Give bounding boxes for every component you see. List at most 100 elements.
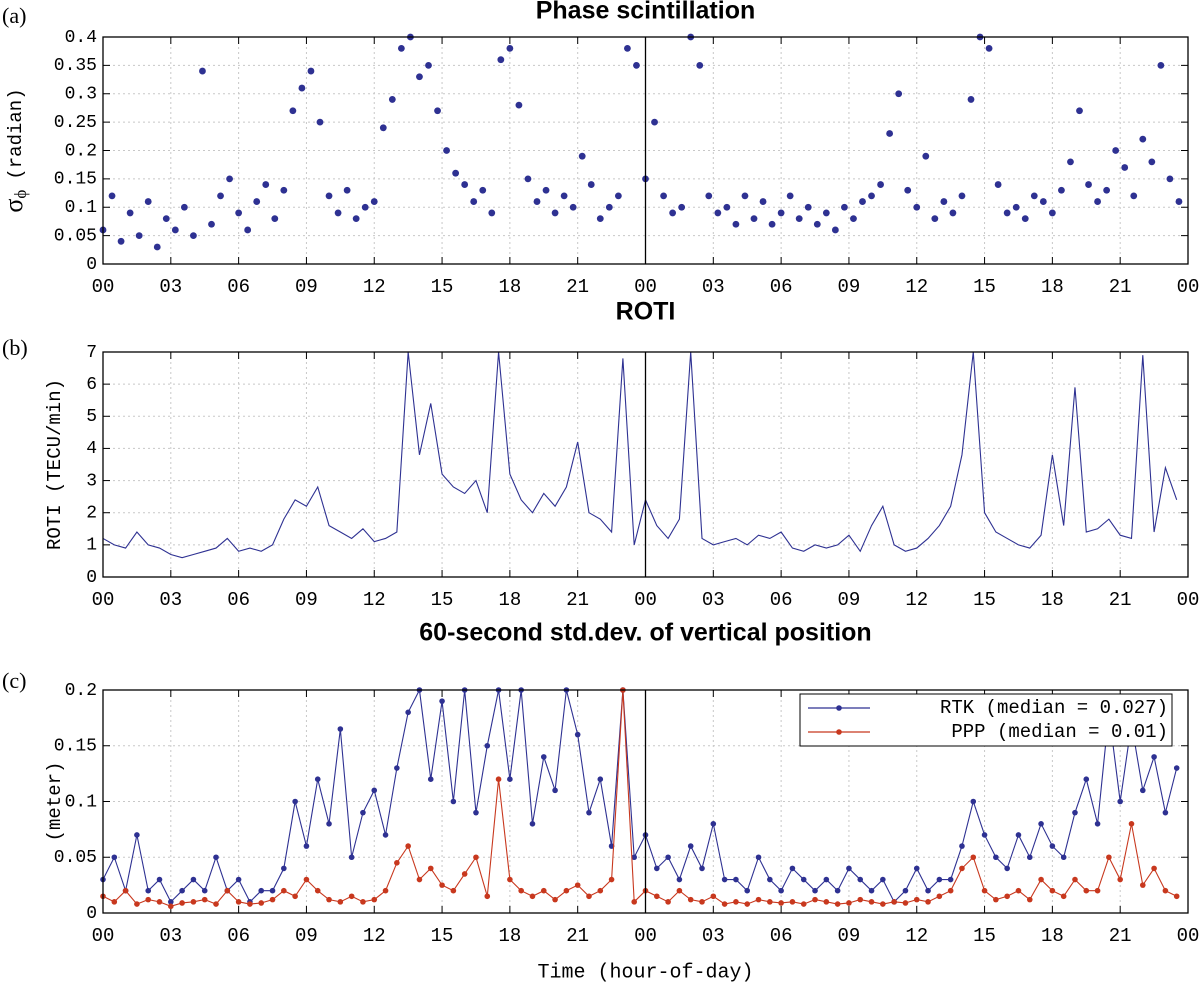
series-marker (190, 899, 197, 905)
scatter-point (461, 181, 469, 188)
series-marker (586, 893, 592, 900)
series-marker (269, 896, 276, 903)
series-marker (823, 876, 830, 883)
x-tick-label: 12 (363, 925, 386, 947)
y-tick-label: 2 (86, 503, 97, 523)
x-tick-label: 00 (634, 276, 657, 298)
series-marker (473, 809, 479, 816)
y-tick-label: 0 (86, 904, 97, 924)
panel-title: ROTI (616, 298, 676, 326)
series-marker (1004, 893, 1010, 900)
y-tick-label: 0.3 (65, 85, 97, 105)
x-tick-label: 21 (1109, 925, 1132, 947)
scatter-point (1067, 158, 1074, 166)
x-tick-label: 00 (1177, 276, 1200, 298)
scatter-point (1148, 158, 1156, 166)
series-marker (292, 798, 298, 805)
scatter-point (434, 107, 441, 115)
series-marker (235, 899, 242, 905)
series-marker (1083, 776, 1090, 782)
scatter-point (488, 209, 496, 217)
series-marker (767, 876, 773, 883)
scatter-point (786, 192, 794, 200)
x-tick-label: 03 (702, 276, 725, 298)
series-marker (993, 896, 999, 903)
y-tick-label: 0 (86, 255, 97, 275)
series-marker (755, 896, 762, 903)
x-tick-label: 21 (1109, 589, 1132, 611)
scatter-point (397, 44, 405, 52)
y-tick-label: 0.05 (54, 848, 97, 868)
series-marker (540, 887, 547, 894)
y-tick-label: 6 (86, 375, 97, 395)
x-tick-label: 15 (973, 925, 996, 947)
x-tick-label: 00 (92, 589, 115, 611)
legend-marker (836, 729, 842, 735)
series-marker (586, 809, 592, 816)
series-marker (823, 899, 830, 905)
series-marker (156, 876, 163, 883)
series-marker (484, 742, 491, 749)
scatter-point (117, 237, 125, 245)
scatter-point (696, 61, 704, 69)
x-tick-label: 15 (973, 589, 996, 611)
x-tick-label: 06 (770, 589, 793, 611)
series-marker (834, 901, 841, 907)
series-marker (382, 832, 389, 838)
scatter-point (614, 192, 622, 200)
y-axis-label-part: (radian) (5, 88, 27, 179)
x-tick-label: 15 (431, 276, 454, 298)
series-marker (371, 896, 378, 903)
scatter-point (822, 209, 830, 217)
scatter-point (841, 203, 848, 211)
y-tick-label: 3 (86, 471, 97, 491)
scatter-point (298, 84, 306, 92)
x-tick-label: 09 (295, 925, 318, 947)
series-marker (371, 787, 378, 794)
series-marker (134, 901, 140, 907)
scatter-point (940, 198, 948, 205)
series-marker (1173, 765, 1180, 771)
x-tick-label: 12 (363, 276, 386, 298)
series-marker (168, 903, 174, 910)
series-marker (552, 787, 558, 794)
x-tick-label: 00 (634, 925, 657, 947)
scatter-point (560, 192, 568, 200)
series-marker (405, 843, 411, 849)
legend-marker (836, 705, 842, 711)
x-tick-label: 21 (566, 925, 589, 947)
y-axis-label: σϕ (radian) (0, 88, 30, 212)
scatter-point (470, 198, 478, 205)
plot-frame (102, 689, 1189, 914)
scatter-point (226, 175, 233, 183)
x-tick-label: 00 (92, 925, 115, 947)
scatter-point (886, 130, 894, 137)
x-tick-label: 06 (770, 276, 793, 298)
y-tick-label: 0.4 (65, 28, 97, 48)
scatter-point (1094, 198, 1101, 205)
series-marker (744, 901, 751, 907)
scatter-point (660, 192, 667, 200)
y-tick-label: 0.1 (65, 792, 97, 812)
scatter-point (795, 215, 803, 223)
series-marker (563, 887, 570, 894)
series-marker (258, 887, 265, 894)
scatter-point (1048, 209, 1056, 217)
series-marker (880, 901, 886, 907)
series-marker (314, 887, 321, 894)
series-marker (145, 896, 152, 903)
series-marker (111, 899, 118, 905)
series-marker (1139, 787, 1146, 794)
series-marker (213, 854, 219, 861)
series-marker (292, 893, 298, 900)
legend-label: RTK (median = 0.027) (940, 697, 1168, 719)
scatter-point (1058, 186, 1065, 194)
scatter-point (651, 118, 658, 126)
x-tick-label: 06 (770, 925, 793, 947)
scatter-point (199, 67, 206, 75)
scatter-point (1130, 192, 1138, 200)
scatter-point (533, 198, 541, 205)
x-tick-label: 12 (363, 589, 386, 611)
scatter-point (135, 232, 143, 240)
series-marker (450, 798, 457, 805)
